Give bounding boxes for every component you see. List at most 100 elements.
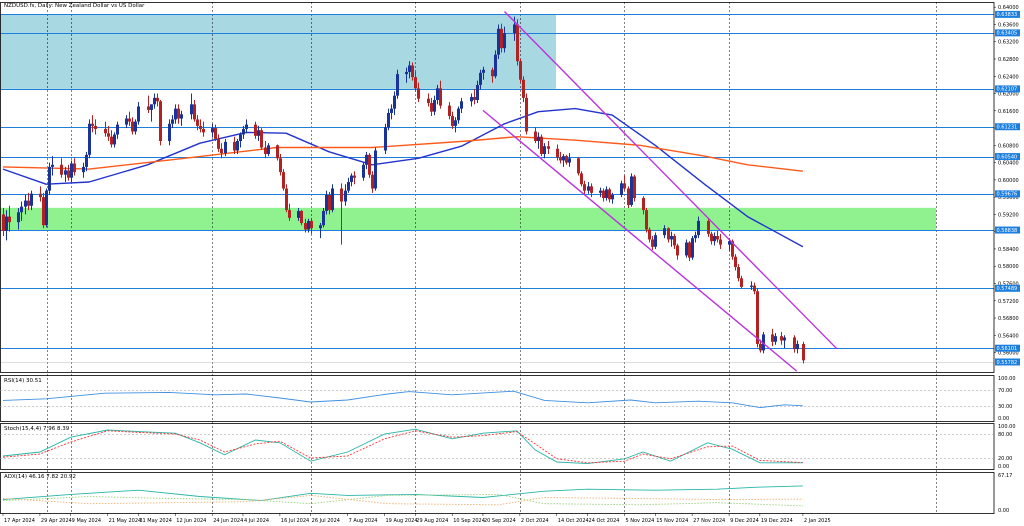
candle[interactable]: [697, 216, 700, 239]
candle[interactable]: [107, 125, 110, 142]
channel-upper-line[interactable]: [503, 11, 838, 350]
candle[interactable]: [651, 236, 654, 250]
candle[interactable]: [125, 115, 128, 129]
candle[interactable]: [39, 186, 42, 202]
candle[interactable]: [602, 188, 605, 202]
candle[interactable]: [147, 95, 150, 113]
candle[interactable]: [94, 119, 97, 135]
candle[interactable]: [51, 156, 54, 176]
candle[interactable]: [716, 230, 719, 243]
candle[interactable]: [476, 80, 479, 104]
candle[interactable]: [676, 243, 679, 260]
candle[interactable]: [771, 328, 774, 347]
candle[interactable]: [396, 69, 399, 99]
candle[interactable]: [134, 119, 137, 135]
candle[interactable]: [556, 144, 559, 161]
candle[interactable]: [580, 171, 583, 187]
candle[interactable]: [217, 134, 220, 152]
candle[interactable]: [522, 76, 525, 103]
candle[interactable]: [5, 210, 8, 241]
candle[interactable]: [497, 24, 500, 59]
candle[interactable]: [374, 147, 377, 191]
candle[interactable]: [257, 125, 260, 142]
candle[interactable]: [82, 162, 85, 178]
candle[interactable]: [156, 93, 159, 107]
candle[interactable]: [460, 97, 463, 113]
candle[interactable]: [264, 141, 267, 159]
candle[interactable]: [159, 100, 162, 146]
candle[interactable]: [737, 264, 740, 282]
candle[interactable]: [45, 188, 48, 228]
candle[interactable]: [242, 125, 245, 139]
candle[interactable]: [196, 115, 199, 131]
candle[interactable]: [202, 121, 205, 137]
candle[interactable]: [503, 26, 506, 53]
candle[interactable]: [500, 23, 503, 53]
candle[interactable]: [713, 232, 716, 246]
candle[interactable]: [427, 93, 430, 107]
candle[interactable]: [239, 132, 242, 148]
candle[interactable]: [802, 341, 805, 364]
candle[interactable]: [405, 67, 408, 83]
candle[interactable]: [67, 164, 70, 181]
candle[interactable]: [633, 174, 636, 202]
candle[interactable]: [577, 157, 580, 176]
candle[interactable]: [297, 207, 300, 221]
candle[interactable]: [153, 93, 156, 109]
candle[interactable]: [670, 231, 673, 247]
candle[interactable]: [543, 143, 546, 159]
candle[interactable]: [559, 151, 562, 164]
candle[interactable]: [436, 84, 439, 105]
candle[interactable]: [199, 119, 202, 133]
candle[interactable]: [128, 111, 131, 126]
candle[interactable]: [568, 153, 571, 167]
candle[interactable]: [168, 119, 171, 146]
candle[interactable]: [131, 117, 134, 135]
fast-moving-average[interactable]: [2, 107, 804, 248]
candle[interactable]: [340, 183, 343, 245]
candle[interactable]: [691, 236, 694, 260]
candle[interactable]: [193, 100, 196, 122]
candle[interactable]: [587, 182, 590, 194]
candle[interactable]: [73, 158, 76, 176]
candle[interactable]: [331, 184, 334, 213]
candle[interactable]: [430, 97, 433, 116]
candle[interactable]: [328, 191, 331, 215]
candle[interactable]: [642, 196, 645, 215]
candle[interactable]: [611, 192, 614, 204]
candle[interactable]: [623, 175, 626, 191]
slow-moving-average[interactable]: [2, 136, 803, 172]
candle[interactable]: [393, 91, 396, 116]
candle[interactable]: [304, 218, 307, 233]
candle[interactable]: [260, 128, 263, 150]
candle[interactable]: [654, 232, 657, 249]
candle[interactable]: [224, 138, 227, 157]
candle[interactable]: [608, 187, 611, 203]
candle[interactable]: [753, 282, 756, 295]
candle[interactable]: [627, 186, 630, 208]
candle[interactable]: [276, 144, 279, 161]
candle[interactable]: [220, 143, 223, 159]
candle[interactable]: [365, 151, 368, 170]
candle[interactable]: [347, 177, 350, 193]
candle[interactable]: [439, 80, 442, 109]
candle[interactable]: [414, 71, 417, 92]
candle[interactable]: [116, 121, 119, 139]
candle[interactable]: [540, 134, 543, 157]
candle[interactable]: [740, 275, 743, 289]
candle[interactable]: [214, 124, 217, 142]
candle[interactable]: [2, 207, 5, 237]
candle[interactable]: [411, 62, 414, 81]
candle[interactable]: [796, 340, 799, 354]
candle[interactable]: [408, 61, 411, 79]
candle[interactable]: [353, 171, 356, 185]
candle[interactable]: [24, 194, 27, 215]
candle[interactable]: [433, 95, 436, 116]
candle[interactable]: [387, 108, 390, 131]
candle[interactable]: [663, 225, 666, 239]
candle[interactable]: [180, 110, 183, 126]
candle[interactable]: [390, 104, 393, 120]
candle[interactable]: [547, 141, 550, 154]
candle[interactable]: [362, 162, 365, 181]
candle[interactable]: [371, 171, 374, 193]
